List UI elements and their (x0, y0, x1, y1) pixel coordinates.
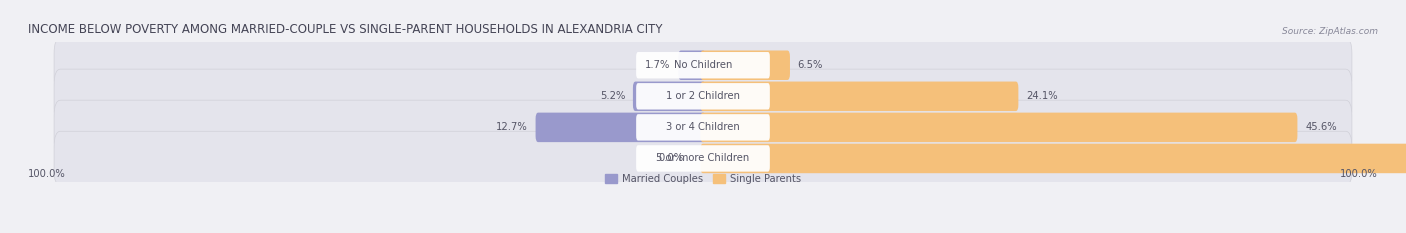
Text: INCOME BELOW POVERTY AMONG MARRIED-COUPLE VS SINGLE-PARENT HOUSEHOLDS IN ALEXAND: INCOME BELOW POVERTY AMONG MARRIED-COUPL… (28, 23, 662, 36)
Text: 5 or more Children: 5 or more Children (657, 154, 749, 163)
FancyBboxPatch shape (53, 100, 1353, 154)
Text: 3 or 4 Children: 3 or 4 Children (666, 122, 740, 132)
Text: 45.6%: 45.6% (1305, 122, 1337, 132)
Text: Source: ZipAtlas.com: Source: ZipAtlas.com (1282, 27, 1378, 36)
FancyBboxPatch shape (53, 131, 1353, 186)
FancyBboxPatch shape (636, 52, 770, 79)
Text: 1 or 2 Children: 1 or 2 Children (666, 91, 740, 101)
FancyBboxPatch shape (700, 82, 1018, 111)
Text: 12.7%: 12.7% (496, 122, 527, 132)
Text: 24.1%: 24.1% (1026, 91, 1057, 101)
FancyBboxPatch shape (536, 113, 706, 142)
FancyBboxPatch shape (53, 69, 1353, 123)
FancyBboxPatch shape (633, 82, 706, 111)
FancyBboxPatch shape (700, 113, 1298, 142)
FancyBboxPatch shape (636, 145, 770, 172)
Text: 5.2%: 5.2% (600, 91, 626, 101)
Text: 1.7%: 1.7% (645, 60, 671, 70)
Text: 100.0%: 100.0% (1340, 169, 1378, 179)
FancyBboxPatch shape (636, 114, 770, 140)
Text: 0.0%: 0.0% (658, 154, 683, 163)
FancyBboxPatch shape (700, 51, 790, 80)
Legend: Married Couples, Single Parents: Married Couples, Single Parents (600, 170, 806, 188)
FancyBboxPatch shape (700, 144, 1406, 173)
FancyBboxPatch shape (678, 51, 706, 80)
Text: 100.0%: 100.0% (28, 169, 66, 179)
Text: 6.5%: 6.5% (797, 60, 823, 70)
FancyBboxPatch shape (53, 38, 1353, 93)
FancyBboxPatch shape (636, 83, 770, 110)
Text: No Children: No Children (673, 60, 733, 70)
